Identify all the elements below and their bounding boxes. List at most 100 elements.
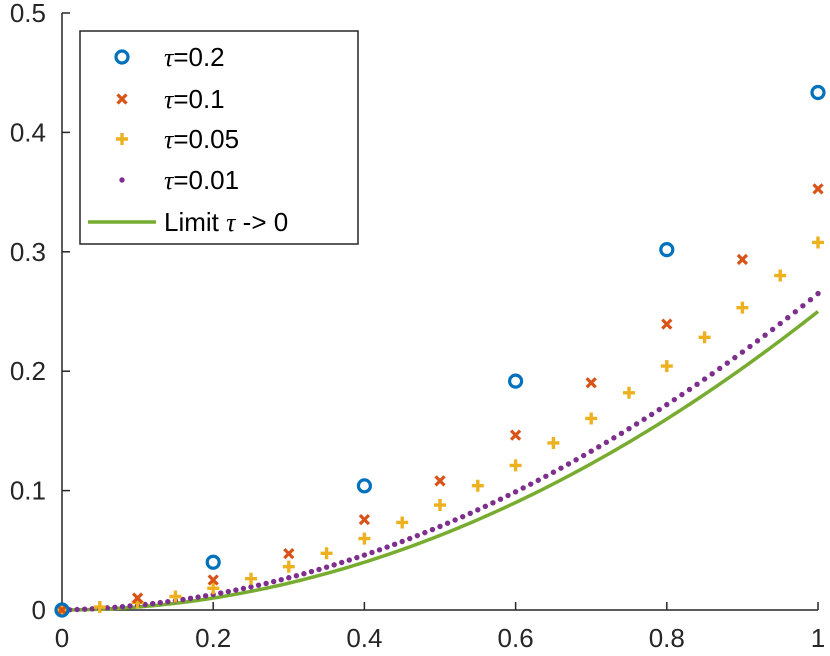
data-point [294, 573, 299, 578]
data-point [702, 376, 707, 381]
data-point [815, 291, 820, 296]
data-point [687, 387, 692, 392]
data-point [400, 539, 405, 544]
data-point [430, 527, 435, 532]
data-point [82, 606, 87, 611]
data-point [657, 407, 662, 412]
data-point [551, 470, 556, 475]
data-point [245, 573, 257, 585]
data-point [596, 444, 601, 449]
data-point [195, 594, 200, 599]
y-tick-label: 0.5 [10, 0, 46, 28]
data-point [468, 511, 473, 516]
data-point [510, 375, 522, 387]
data-point [279, 577, 284, 582]
x-tick-label: 1 [811, 623, 825, 653]
data-point [94, 601, 106, 613]
data-point [392, 542, 397, 547]
data-point [581, 453, 586, 458]
data-point [434, 499, 446, 511]
data-point [369, 550, 374, 555]
data-point [814, 184, 823, 193]
limit-curve [62, 312, 818, 611]
data-point [619, 431, 624, 436]
data-point [165, 599, 170, 604]
data-point [649, 412, 654, 417]
data-point [283, 561, 295, 573]
legend-marker [119, 177, 124, 182]
series-4 [62, 312, 818, 611]
data-point [661, 244, 673, 256]
data-point [169, 591, 181, 603]
data-point [536, 478, 541, 483]
data-point [694, 382, 699, 387]
data-point [812, 236, 824, 248]
data-point [725, 360, 730, 365]
x-tick-label: 0 [55, 623, 69, 653]
series-3 [59, 291, 820, 613]
data-point [358, 480, 370, 492]
data-point [808, 297, 813, 302]
data-point [384, 544, 389, 549]
data-point [74, 607, 79, 612]
data-point [585, 412, 597, 424]
data-point [604, 440, 609, 445]
data-point [812, 87, 824, 99]
data-point [661, 360, 673, 372]
legend: τ=0.2 τ=0.1 τ=0.05 τ=0.01 Limit τ -> 0 [80, 31, 358, 244]
data-point [755, 338, 760, 343]
data-point [362, 552, 367, 557]
data-point [505, 493, 510, 498]
data-point [309, 569, 314, 574]
legend-label: τ=0.01 [164, 165, 239, 195]
series-1 [58, 184, 823, 614]
data-point [158, 600, 163, 605]
data-point [203, 593, 208, 598]
data-point [483, 504, 488, 509]
data-point [558, 465, 563, 470]
data-point [547, 437, 559, 449]
data-point [321, 547, 333, 559]
data-point [528, 481, 533, 486]
data-point [793, 309, 798, 314]
data-point [770, 327, 775, 332]
data-point [301, 571, 306, 576]
data-point [634, 421, 639, 426]
data-point [709, 371, 714, 376]
data-point [218, 590, 223, 595]
data-point [573, 457, 578, 462]
data-point [377, 547, 382, 552]
data-point [475, 507, 480, 512]
data-point [662, 320, 671, 329]
data-point [510, 459, 522, 471]
y-tick-label: 0.1 [10, 476, 46, 506]
y-tick-label: 0.4 [10, 117, 46, 147]
x-tick-label: 0.8 [649, 623, 685, 653]
legend-label: τ=0.05 [164, 124, 239, 154]
data-point [472, 480, 484, 492]
data-point [286, 575, 291, 580]
chart: 0 0.2 0.4 0.6 0.8 100.10.20.30.40.5 τ=0.2τ=0.… [0, 0, 830, 656]
y-tick-label: 0 [32, 595, 46, 625]
data-point [407, 536, 412, 541]
data-point [241, 586, 246, 591]
data-point [738, 255, 747, 264]
data-point [513, 489, 518, 494]
data-point [360, 515, 369, 524]
data-point [717, 366, 722, 371]
data-point [415, 533, 420, 538]
data-point [587, 378, 596, 387]
data-point [331, 562, 336, 567]
data-point [445, 521, 450, 526]
data-point [226, 589, 231, 594]
data-point [437, 524, 442, 529]
data-point [498, 496, 503, 501]
data-point [736, 302, 748, 314]
legend-label: τ=0.1 [164, 84, 225, 114]
data-point [422, 530, 427, 535]
data-point [740, 349, 745, 354]
series-2 [56, 236, 824, 616]
data-point [566, 461, 571, 466]
data-point [324, 564, 329, 569]
data-point [800, 303, 805, 308]
